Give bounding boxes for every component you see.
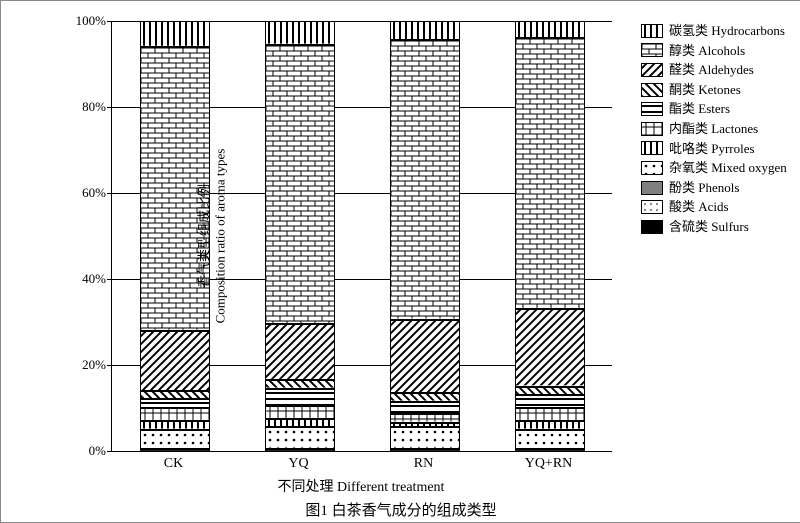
y-axis-label: 香气类型组成比例 Composition ratio of aroma type…: [194, 36, 229, 436]
y-tick: [107, 107, 111, 108]
legend-item-ketones: 酮类 Ketones: [641, 82, 787, 98]
seg-esters: [265, 389, 335, 406]
legend-label: 酮类 Ketones: [669, 82, 741, 98]
y-tick-label: 100%: [76, 13, 106, 29]
y-axis-label-en: Composition ratio of aroma types: [213, 149, 228, 324]
legend-swatch: [641, 83, 663, 97]
legend-label: 碳氢类 Hydrocarbons: [669, 23, 785, 39]
legend-label: 酚类 Phenols: [669, 180, 739, 196]
bar-YQ+RN: [515, 21, 585, 451]
y-tick-label: 40%: [82, 271, 106, 287]
seg-acids: [515, 449, 585, 451]
x-axis-label: 不同处理 Different treatment: [111, 476, 611, 496]
seg-pyrroles: [390, 423, 460, 427]
seg-lactones: [390, 414, 460, 423]
seg-hydrocarbons: [390, 21, 460, 40]
legend-label: 杂氧类 Mixed oxygen: [669, 160, 787, 176]
legend-swatch: [641, 161, 663, 175]
y-tick: [107, 193, 111, 194]
seg-hydrocarbons: [265, 21, 335, 45]
legend-swatch: [641, 200, 663, 214]
seg-alcohols: [265, 45, 335, 325]
seg-pyrroles: [515, 421, 585, 430]
seg-hydrocarbons: [515, 21, 585, 38]
seg-aldehydes: [515, 309, 585, 386]
y-tick: [107, 365, 111, 366]
legend-label: 内酯类 Lactones: [669, 121, 758, 137]
caption: 图1 白茶香气成分的组成类型: [1, 499, 800, 520]
figure: 香气类型组成比例 Composition ratio of aroma type…: [0, 0, 800, 523]
seg-aldehydes: [265, 324, 335, 380]
legend-swatch: [641, 181, 663, 195]
legend-swatch: [641, 24, 663, 38]
seg-acids: [265, 449, 335, 451]
legend-item-phenols: 酚类 Phenols: [641, 180, 787, 196]
x-tick-label: RN: [414, 456, 433, 472]
plot-area: [111, 21, 612, 452]
legend-item-hydrocarbons: 碳氢类 Hydrocarbons: [641, 23, 787, 39]
seg-lactones: [515, 408, 585, 421]
bar-YQ: [265, 21, 335, 451]
seg-acids: [140, 449, 210, 451]
legend-label: 含硫类 Sulfurs: [669, 219, 749, 235]
seg-mixed_oxygen: [390, 427, 460, 449]
legend-item-alcohols: 醇类 Alcohols: [641, 43, 787, 59]
legend-item-pyrroles: 吡咯类 Pyrroles: [641, 141, 787, 157]
legend-item-mixed_oxygen: 杂氧类 Mixed oxygen: [641, 160, 787, 176]
seg-pyrroles: [265, 419, 335, 428]
y-tick-label: 60%: [82, 185, 106, 201]
legend-swatch: [641, 220, 663, 234]
legend-swatch: [641, 102, 663, 116]
seg-ketones: [515, 387, 585, 396]
seg-lactones: [265, 406, 335, 419]
legend-item-esters: 酯类 Esters: [641, 101, 787, 117]
legend-item-lactones: 内酯类 Lactones: [641, 121, 787, 137]
x-tick-label: CK: [164, 456, 183, 472]
seg-esters: [515, 395, 585, 408]
y-axis-label-cn: 香气类型组成比例: [197, 184, 212, 288]
y-tick-label: 80%: [82, 99, 106, 115]
legend-label: 酯类 Esters: [669, 101, 730, 117]
legend-item-aldehydes: 醛类 Aldehydes: [641, 62, 787, 78]
legend-item-sulfurs: 含硫类 Sulfurs: [641, 219, 787, 235]
bar-RN: [390, 21, 460, 451]
y-tick-label: 0%: [89, 443, 106, 459]
seg-acids: [390, 449, 460, 451]
legend-label: 醇类 Alcohols: [669, 43, 745, 59]
seg-ketones: [390, 393, 460, 402]
legend: 碳氢类 Hydrocarbons 醇类 Alcohols 醛类 Aldehydes 酮…: [641, 19, 787, 239]
seg-esters: [390, 402, 460, 415]
y-tick: [107, 451, 111, 452]
y-tick: [107, 279, 111, 280]
legend-swatch: [641, 122, 663, 136]
legend-label: 吡咯类 Pyrroles: [669, 141, 755, 157]
legend-label: 醛类 Aldehydes: [669, 62, 754, 78]
seg-alcohols: [390, 40, 460, 320]
seg-alcohols: [515, 38, 585, 309]
legend-swatch: [641, 141, 663, 155]
legend-swatch: [641, 63, 663, 77]
legend-item-acids: 酸类 Acids: [641, 199, 787, 215]
y-tick: [107, 21, 111, 22]
seg-mixed_oxygen: [265, 427, 335, 449]
legend-swatch: [641, 43, 663, 57]
seg-ketones: [265, 380, 335, 389]
y-tick-label: 20%: [82, 357, 106, 373]
seg-mixed_oxygen: [515, 430, 585, 449]
x-tick-label: YQ+RN: [525, 456, 573, 472]
x-tick-label: YQ: [288, 456, 308, 472]
legend-label: 酸类 Acids: [669, 199, 729, 215]
seg-aldehydes: [390, 320, 460, 393]
